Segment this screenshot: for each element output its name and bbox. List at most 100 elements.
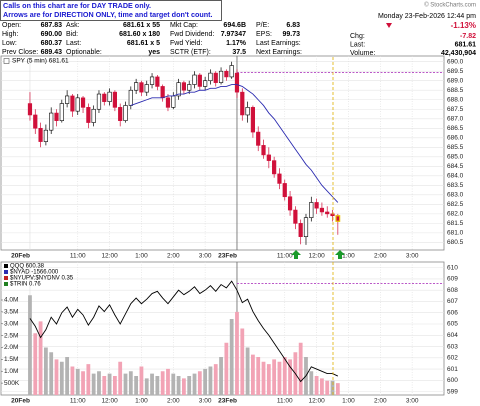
volume-bar [314, 376, 319, 395]
candle-body [181, 82, 186, 91]
candle-body [234, 72, 240, 93]
x-tick-label: 3:00 [199, 398, 212, 405]
x-tick-label: 2:00 [167, 253, 180, 260]
volume-bar [298, 342, 303, 395]
volume-bar [54, 359, 59, 395]
volume-bar [139, 366, 144, 395]
y-tick-label: 610 [447, 264, 458, 271]
volume-bar [245, 347, 250, 395]
y2-tick-label: 1.0M [4, 368, 18, 375]
candle-body [187, 84, 192, 91]
x-tick-label: 12:00 [101, 253, 118, 260]
y-tick-label: 607 [447, 298, 458, 305]
notice-box [0, 0, 222, 21]
volume-bar [81, 371, 85, 395]
candle-body [314, 202, 319, 209]
x-tick-label: 20Feb [11, 398, 30, 405]
candle-body [213, 72, 218, 83]
x-tick-label: 1:00 [342, 253, 355, 260]
y2-tick-label: 2.0M [4, 344, 18, 351]
header-label: Last: [66, 40, 81, 47]
y-tick-label: 684.5 [447, 163, 464, 170]
candle-body [298, 223, 303, 237]
candle-body [250, 107, 256, 133]
plot-area [0, 55, 445, 251]
volume-bar [75, 368, 80, 395]
candle-body [325, 211, 330, 215]
volume-bar [335, 383, 340, 395]
y-tick-label: 684.0 [447, 173, 464, 180]
volume-bar [277, 361, 282, 395]
volume-bar [97, 371, 101, 395]
x-tick-label: 1:00 [135, 253, 148, 260]
y-tick-label: 689.5 [447, 68, 464, 75]
candle-body [107, 91, 112, 102]
candle-body [139, 82, 144, 93]
candle-body [203, 80, 208, 87]
candle-body [38, 127, 43, 142]
y-tick-label: 688.5 [447, 87, 464, 94]
candle-body [123, 105, 128, 121]
candle-body [134, 82, 139, 91]
legend-swatch [4, 264, 8, 268]
candle-body [224, 70, 229, 78]
y-tick-label: 687.0 [447, 115, 464, 122]
y2-tick-label: 3.0M [4, 320, 18, 327]
candle-body [282, 183, 287, 198]
date: Monday 23-Feb-2026 12:44 pm [378, 13, 476, 20]
volume-bar [155, 376, 160, 395]
chart-panel: 599 600 601 602 603 604 605 606 607 608 609 610 20Fe… [0, 261, 458, 405]
y-tick-label: 682.5 [447, 201, 464, 208]
volume-bar [187, 376, 192, 395]
y-tick-label: 608 [447, 287, 458, 294]
volume-bar [43, 347, 48, 395]
volume-bar [240, 328, 245, 395]
volume-bar [235, 311, 239, 395]
y-tick-label: 686.5 [447, 125, 464, 132]
down-triangle [386, 23, 392, 28]
header-label: Fwd Yield: [170, 40, 202, 47]
y-tick-label: 604 [447, 332, 458, 339]
candle-body [171, 95, 176, 108]
x-tick-label: 2:00 [167, 398, 180, 405]
candle-body [245, 107, 250, 116]
candle-body [165, 97, 171, 108]
candle-body [192, 74, 197, 85]
y2-tick-label: 500K [4, 380, 20, 387]
candle-body [155, 76, 160, 87]
header-label: EPS: [256, 31, 272, 38]
candle-body [266, 154, 271, 161]
header-label: Ask: [66, 22, 80, 29]
header-label: Mkt Cap: [170, 22, 198, 29]
volume-bar [203, 368, 208, 395]
volume-bar [213, 364, 218, 395]
candle-body [49, 112, 54, 131]
y-tick-label: 609 [447, 276, 458, 283]
candle-body [149, 76, 155, 85]
x-tick-label: 3:00 [199, 253, 212, 260]
x-tick-label: 11:00 [70, 253, 86, 260]
x-tick-label: 11:00 [277, 398, 293, 405]
candle-body [319, 207, 325, 213]
volume-bar [208, 366, 213, 395]
chart-title: SPY (5 min) 681.61 [12, 58, 69, 65]
header-value: 42,430,904 [441, 50, 476, 57]
header-value: 1.17% [226, 40, 247, 47]
volume-bar [134, 376, 139, 395]
x-tick-label: 3:00 [406, 398, 419, 405]
header-label: Last: [350, 41, 365, 48]
volume-bar [49, 352, 54, 395]
x-tick-label: 2:00 [374, 398, 387, 405]
candle-body [335, 215, 341, 222]
volume-bar [266, 364, 271, 395]
panels: 680.5 681.0 681.5 682.0 682.5 683.0 683.5 684.0… [0, 55, 464, 405]
x-tick-label: 23Feb [218, 398, 237, 405]
header-label: Chg: [350, 33, 365, 40]
volume-bar [288, 359, 292, 395]
candle-body [303, 217, 309, 237]
y2-tick-label: 2.5M [4, 332, 18, 339]
y-tick-label: 601 [447, 366, 458, 373]
credit: © StockCharts.com [424, 2, 476, 9]
y-tick-label: 603 [447, 343, 458, 350]
candle-body [293, 209, 298, 224]
